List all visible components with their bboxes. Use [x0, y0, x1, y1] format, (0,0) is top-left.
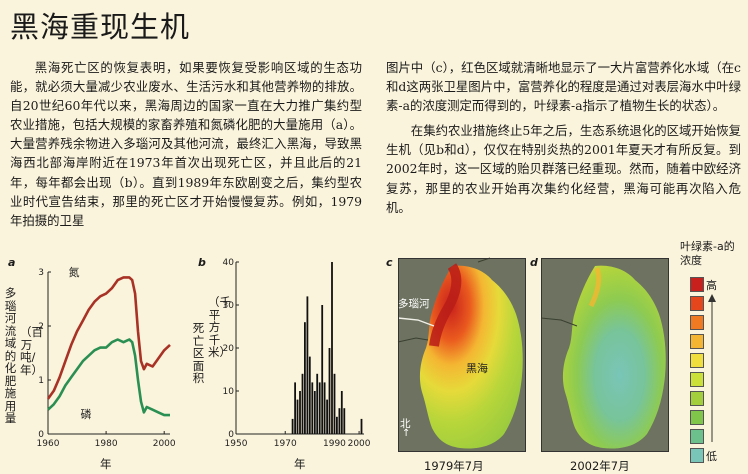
y-tick-label: 30: [223, 301, 235, 311]
x-axis-label: 年: [100, 457, 112, 471]
legend-swatch: [690, 410, 704, 425]
legend-arrow-icon: [708, 294, 716, 442]
bar-1977: [301, 373, 304, 434]
chart-b: 0 10 20 30 40 1950 1970 1990 2000: [223, 258, 371, 449]
legend-swatch: [690, 277, 704, 292]
y-axis-unit: （千平方千米）: [208, 295, 231, 359]
panel-label-b: b: [198, 256, 206, 269]
bar-1982: [313, 391, 316, 434]
x-tick-label: 1950: [225, 439, 248, 449]
panel-label-a: a: [8, 256, 16, 269]
x-tick-label: 1970: [274, 439, 297, 449]
north-label: 北: [400, 418, 411, 430]
text-column-left: 黑海死亡区的恢复表明，如果要恢复受影响区域的生态功能，就必须大量减少农业废水、生…: [10, 58, 362, 230]
y-tick-label: 10: [223, 387, 235, 397]
paragraph: 图片中（c），红色区域就清晰地显示了一大片富营养化水域（在c和d这两张卫星图片中…: [386, 60, 741, 114]
legend-swatch: [690, 391, 704, 406]
legend-swatch: [690, 429, 704, 444]
bar-1980: [308, 356, 311, 434]
y-tick-label: 3: [38, 268, 44, 278]
y-tick-label: 0: [228, 430, 234, 440]
legend-swatch: [690, 353, 704, 368]
x-tick-label: 1990: [323, 439, 346, 449]
bar-1986: [323, 382, 326, 434]
bar-1985: [321, 305, 324, 434]
bar-1981: [311, 382, 314, 434]
river-label: 多瑙河: [398, 298, 430, 310]
map-caption: 2002年7月: [570, 459, 630, 473]
legend-swatch: [690, 296, 704, 311]
chart-a: 0 1 2 3 1960 1980 2000 氮磷: [37, 265, 176, 449]
x-tick-label: 1960: [37, 439, 60, 449]
page-title: 黑海重现生机: [10, 10, 191, 44]
bar-1993: [340, 391, 343, 434]
y-axis-unit: （百万吨/年）: [20, 325, 43, 377]
legend-swatch: [690, 334, 704, 349]
bar-1991: [336, 416, 338, 434]
y-axis-label: 多瑙河流域的化肥施用量: [4, 286, 17, 425]
bar-1994: [343, 408, 346, 434]
map-caption: 1979年7月: [424, 459, 484, 473]
bar-1987: [326, 399, 328, 434]
y-tick-label: 1: [38, 376, 44, 386]
x-tick-label: 2000: [348, 439, 371, 449]
series-label-phosphorus: 磷: [81, 408, 92, 421]
bar-1990: [333, 373, 336, 434]
bar-1973: [291, 418, 294, 434]
panel-label-c: c: [386, 256, 393, 269]
north-arrow-icon: ↑: [402, 428, 411, 439]
bar-1976: [299, 391, 301, 434]
legend-low-label: 低: [706, 450, 717, 463]
panel-label-d: d: [530, 256, 538, 269]
x-tick-label: 2000: [153, 439, 176, 449]
legend-swatch: [690, 315, 704, 330]
text-column-right: 图片中（c），红色区域就清晰地显示了一大片富营养化水域（在c和d这两张卫星图片中…: [386, 58, 741, 217]
sea-label: 黑海: [466, 362, 488, 375]
y-tick-label: 40: [223, 258, 235, 268]
bar-1984: [318, 382, 321, 434]
series-line-phosphorus: [47, 338, 170, 417]
x-tick-label: 1980: [95, 439, 118, 449]
bar-1983: [316, 373, 319, 434]
series-label-nitrogen: 氮: [69, 265, 80, 279]
legend-swatch: [690, 372, 704, 387]
bar-1979: [306, 296, 309, 434]
bar-1978: [304, 322, 306, 434]
satellite-map-1979: [397, 257, 526, 452]
bar-1975: [296, 399, 299, 434]
legend-swatch: [690, 448, 704, 463]
y-tick-label: 20: [223, 344, 235, 354]
y-axis-label: 死亡区面积: [192, 321, 205, 385]
y-tick-label: 2: [38, 322, 44, 332]
legend-title: 叶绿素-a的浓度: [680, 240, 735, 267]
bar-1992: [338, 408, 341, 434]
bar-1989: [331, 262, 333, 434]
bar-2001: [360, 418, 363, 434]
satellite-map-2002: [540, 258, 669, 452]
bar-1988: [328, 348, 331, 434]
bar-1974: [294, 382, 296, 434]
x-axis-label: 年: [294, 457, 306, 471]
paragraph: 在集约农业措施终止5年之后，生态系统退化的区域开始恢复生机（见b和d），仅仅在特…: [386, 123, 741, 215]
legend-high-label: 高: [706, 279, 717, 292]
series-line-nitrogen: [46, 276, 171, 400]
y-tick-label: 0: [38, 430, 44, 440]
legend-swatches: [690, 277, 704, 467]
paragraph: 黑海死亡区的恢复表明，如果要恢复受影响区域的生态功能，就必须大量减少农业废水、生…: [10, 60, 362, 228]
